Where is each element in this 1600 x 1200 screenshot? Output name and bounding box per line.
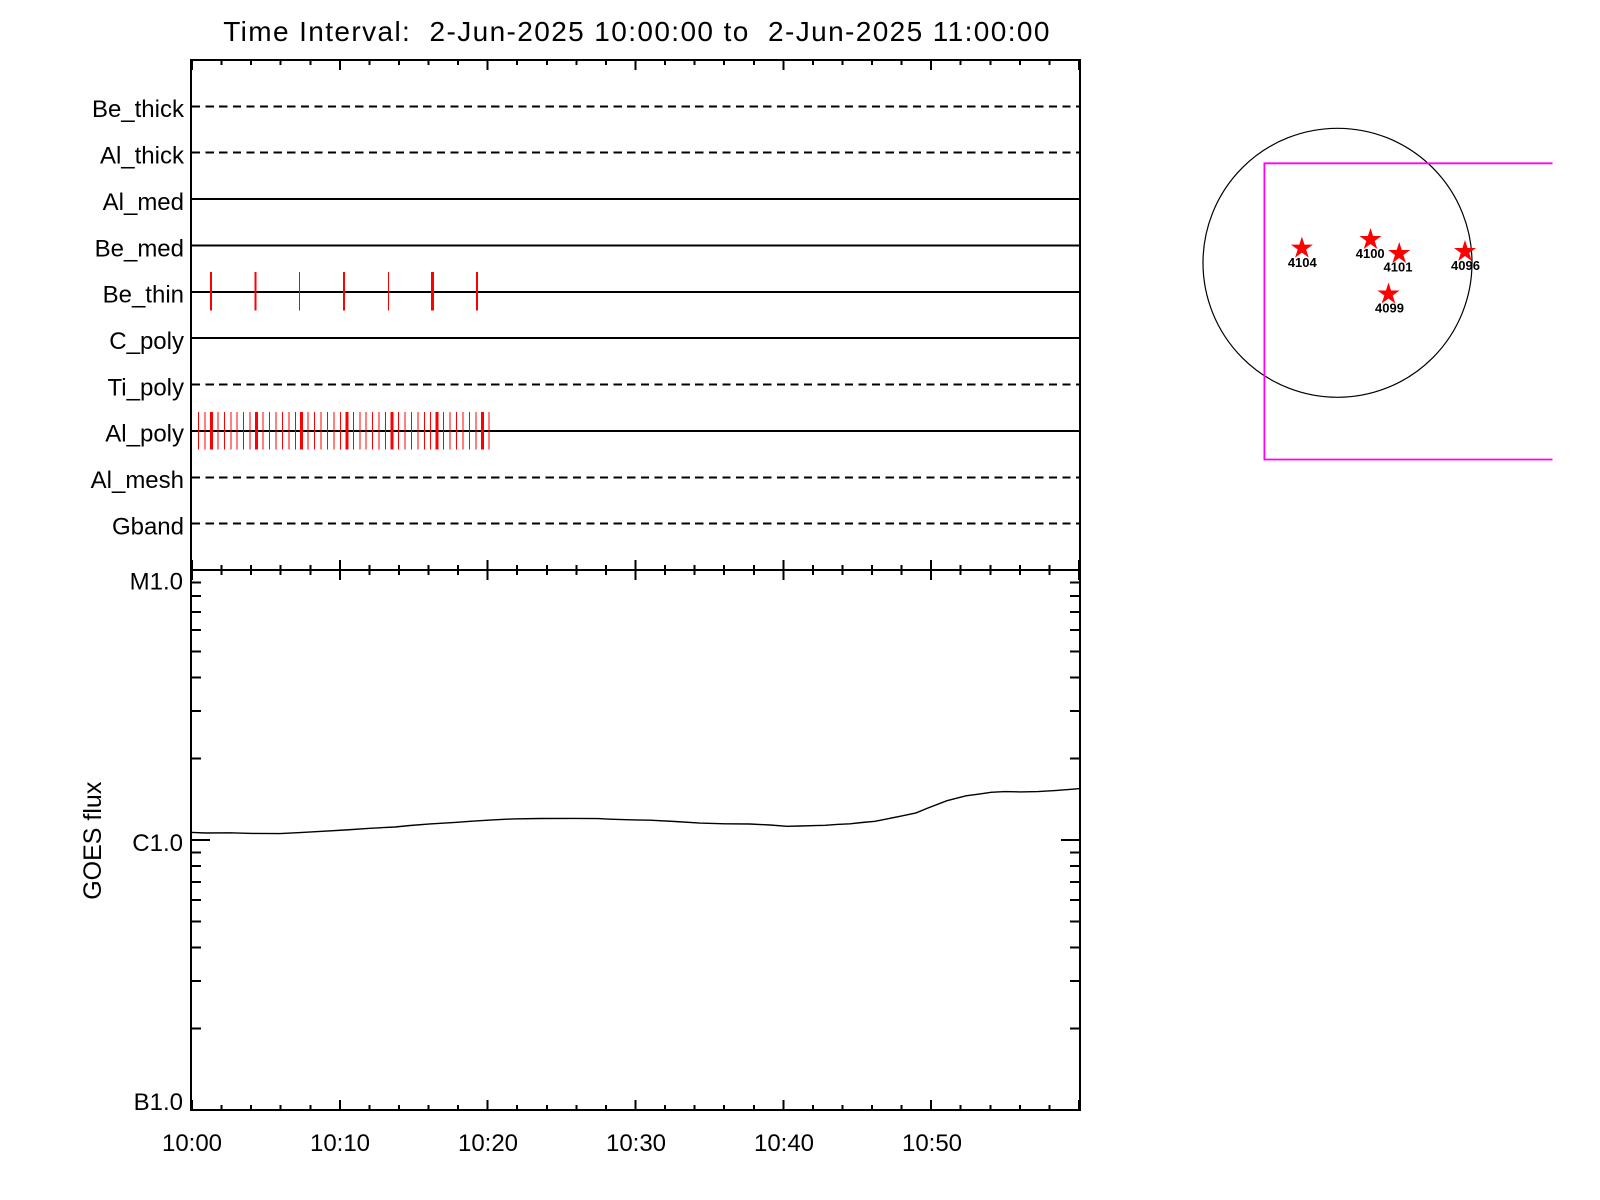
svg-text:10:40: 10:40 [754,1130,814,1157]
svg-text:Gband: Gband [112,513,184,540]
svg-text:10:00: 10:00 [162,1130,222,1157]
svg-text:M1.0: M1.0 [130,569,183,596]
svg-text:4101: 4101 [1384,260,1413,275]
svg-text:Ti_poly: Ti_poly [108,374,184,401]
svg-text:10:30: 10:30 [606,1130,666,1157]
svg-text:10:20: 10:20 [458,1130,518,1157]
svg-text:Al_mesh: Al_mesh [91,467,184,494]
svg-text:4099: 4099 [1375,301,1404,316]
svg-text:10:50: 10:50 [902,1130,962,1157]
svg-text:GOES flux: GOES flux [79,781,107,900]
svg-text:Be_med: Be_med [95,235,184,262]
svg-text:C_poly: C_poly [109,328,184,355]
svg-text:4100: 4100 [1356,246,1385,261]
svg-text:Al_med: Al_med [103,189,184,216]
svg-text:Al_poly: Al_poly [105,421,184,448]
svg-text:10:10: 10:10 [310,1130,370,1157]
svg-text:B1.0: B1.0 [134,1089,183,1116]
svg-text:Be_thin: Be_thin [103,282,184,309]
svg-text:4096: 4096 [1451,258,1480,273]
svg-text:Time Interval: 2-Jun-2025 10:: Time Interval: 2-Jun-2025 10:00:00 to 2-… [223,16,1051,47]
svg-text:4104: 4104 [1288,255,1318,270]
svg-text:C1.0: C1.0 [132,830,183,857]
svg-text:Al_thick: Al_thick [100,143,185,170]
svg-text:Be_thick: Be_thick [92,96,185,123]
